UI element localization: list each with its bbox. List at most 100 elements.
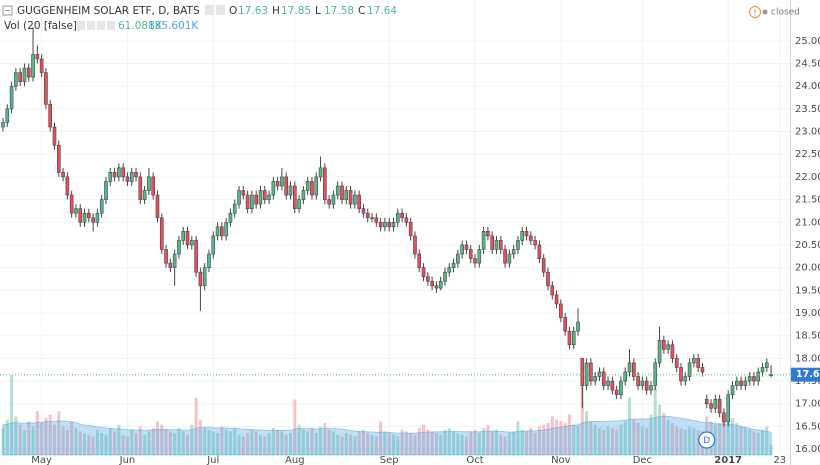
- candle-body: [503, 249, 507, 264]
- volume-bar: [396, 436, 400, 455]
- candle-body: [284, 176, 289, 196]
- candle-body: [477, 249, 482, 264]
- x-tick-label: 23: [773, 455, 786, 465]
- volume-bar: [653, 387, 657, 455]
- volume-ma-value: 135.601K: [148, 20, 199, 32]
- candle-body: [743, 380, 748, 386]
- volume-bar: [452, 431, 456, 455]
- candle-body: [541, 258, 546, 273]
- volume-bar: [306, 431, 310, 455]
- candle-body: [297, 199, 301, 209]
- candle-body: [387, 221, 392, 228]
- candle-body: [78, 208, 83, 223]
- candle-body: [262, 190, 267, 200]
- volume-bar: [301, 429, 305, 455]
- volume-bar: [413, 434, 417, 455]
- candle-body: [56, 144, 61, 173]
- candle-body: [305, 181, 310, 191]
- volume-bar: [10, 375, 14, 455]
- candle-body: [554, 294, 559, 305]
- candle-body: [760, 367, 765, 373]
- volume-value: 61.088K: [118, 20, 163, 32]
- volume-bar: [503, 436, 507, 455]
- candle-body: [511, 249, 516, 255]
- volume-bar: [619, 424, 623, 455]
- volume-bar: [310, 428, 314, 455]
- candle-body: [636, 376, 640, 386]
- volume-bar: [756, 433, 760, 455]
- volume-bar: [683, 429, 687, 455]
- candle-body: [378, 221, 383, 228]
- volume-bar: [675, 426, 679, 455]
- volume-bar: [340, 436, 344, 455]
- y-tick-label: 25.00: [795, 36, 820, 47]
- volume-icon[interactable]: [107, 21, 115, 30]
- volume-bar: [559, 421, 563, 455]
- candle-body: [318, 167, 323, 178]
- volume-bar: [314, 433, 318, 455]
- candle-body: [632, 362, 636, 377]
- candle-body: [9, 85, 14, 110]
- volume-icon[interactable]: [87, 21, 95, 30]
- volume-bar: [297, 424, 301, 455]
- candle-body: [464, 244, 469, 250]
- volume-bar: [143, 434, 147, 455]
- candle-body: [370, 217, 374, 220]
- candle-body: [601, 371, 606, 386]
- candle-body: [267, 194, 271, 200]
- volume-bar: [546, 423, 550, 455]
- volume-bar: [190, 424, 194, 455]
- settings-icon[interactable]: [205, 5, 214, 15]
- volume-bar: [130, 429, 134, 455]
- candle-body: [739, 380, 743, 386]
- volume-bar: [439, 434, 443, 455]
- volume-bar: [44, 417, 48, 455]
- volume-bar: [567, 414, 571, 455]
- volume-icon[interactable]: [97, 21, 105, 30]
- candle-body: [413, 235, 417, 255]
- volume-bar: [477, 433, 481, 455]
- volume-bar: [108, 428, 112, 455]
- hide-icon[interactable]: [216, 5, 225, 15]
- volume-bar: [284, 434, 288, 455]
- chart-title: GUGGENHEIM SOLAR ETF, D, BATS: [17, 5, 200, 17]
- status-icon[interactable]: [749, 6, 761, 18]
- candle-body: [121, 167, 125, 178]
- candle-body: [155, 194, 160, 219]
- volume-icon[interactable]: [77, 21, 85, 30]
- volume-bar: [134, 433, 138, 455]
- volume-bar: [237, 434, 241, 455]
- candle-body: [524, 231, 529, 237]
- volume-bar: [91, 436, 95, 455]
- volume-bar: [327, 429, 331, 455]
- candle-body: [653, 362, 658, 386]
- candle-body: [344, 190, 349, 200]
- candle-body: [232, 203, 237, 214]
- collapse-icon[interactable]: [2, 5, 13, 16]
- volume-bar: [748, 429, 752, 455]
- volume-bar: [258, 434, 262, 455]
- volume-bar: [186, 434, 190, 455]
- volume-bar: [422, 424, 426, 455]
- volume-bar: [529, 428, 533, 455]
- volume-bar: [151, 428, 155, 455]
- volume-bar: [280, 431, 284, 455]
- candle-body: [87, 212, 91, 219]
- ohlc-label: O: [229, 5, 237, 17]
- candle-body: [563, 317, 567, 332]
- candle-body: [39, 58, 44, 73]
- candle-body: [74, 208, 78, 214]
- volume-bar: [469, 431, 473, 455]
- x-tick-label: Aug: [285, 455, 305, 465]
- y-tick-label: 16.00: [795, 444, 820, 455]
- candle-body: [567, 330, 572, 346]
- candle-body: [31, 54, 35, 78]
- volume-bar: [688, 426, 692, 455]
- candle-body: [559, 303, 563, 318]
- candle-body: [674, 358, 679, 368]
- candle-body: [434, 285, 439, 289]
- volume-bar: [220, 426, 224, 455]
- candle-body: [91, 217, 95, 223]
- volume-bar: [147, 431, 151, 455]
- x-tick-label: Oct: [466, 455, 483, 465]
